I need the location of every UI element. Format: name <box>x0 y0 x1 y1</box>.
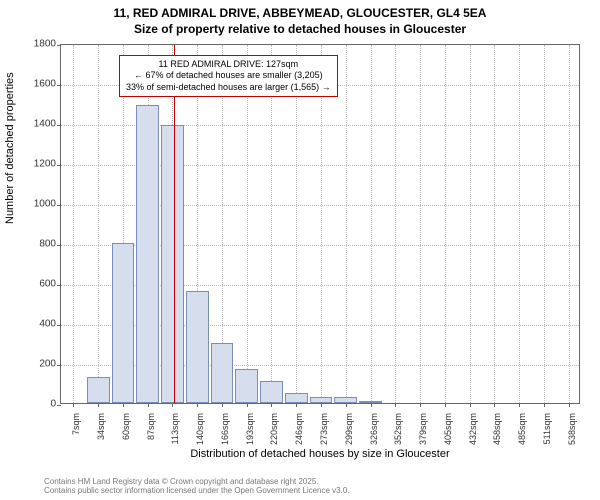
x-tick-label: 193sqm <box>245 413 255 445</box>
gridline-v <box>296 45 297 403</box>
y-tick-label: 400 <box>39 319 56 330</box>
title-line-1: 11, RED ADMIRAL DRIVE, ABBEYMEAD, GLOUCE… <box>0 6 600 22</box>
y-axis-ticks: 020040060080010001200140016001800 <box>0 44 60 404</box>
gridline-v <box>420 45 421 403</box>
x-tick-label: 34sqm <box>96 413 106 440</box>
y-tick-label: 200 <box>39 359 56 370</box>
y-tick-label: 1000 <box>34 199 56 210</box>
x-tick-label: 326sqm <box>369 413 379 445</box>
gridline-v <box>445 45 446 403</box>
attribution-line-2: Contains public sector information licen… <box>44 486 350 496</box>
y-tick-label: 800 <box>39 239 56 250</box>
x-tick-label: 113sqm <box>170 413 180 444</box>
y-tick-label: 1600 <box>34 79 56 90</box>
x-tick-label: 405sqm <box>443 413 453 445</box>
x-tick-label: 511sqm <box>542 413 552 444</box>
histogram-bar <box>235 369 258 403</box>
callout-line-2: ← 67% of detached houses are smaller (3,… <box>126 70 331 81</box>
callout-line-3: 33% of semi-detached houses are larger (… <box>126 82 331 93</box>
gridline-v <box>494 45 495 403</box>
x-tick-label: 458sqm <box>492 413 502 445</box>
x-tick-label: 379sqm <box>418 413 428 445</box>
y-tick-label: 1800 <box>34 39 56 50</box>
x-tick-label: 538sqm <box>567 413 577 445</box>
gridline-v <box>544 45 545 403</box>
gridline-v <box>569 45 570 403</box>
callout-box: 11 RED ADMIRAL DRIVE: 127sqm ← 67% of de… <box>119 55 338 97</box>
x-tick-label: 273sqm <box>319 413 329 445</box>
y-tick-label: 600 <box>39 279 56 290</box>
x-tick-label: 220sqm <box>269 413 279 445</box>
x-tick-label: 299sqm <box>344 413 354 445</box>
gridline-v <box>271 45 272 403</box>
gridline-v <box>470 45 471 403</box>
x-tick-label: 87sqm <box>146 413 156 440</box>
chart-title: 11, RED ADMIRAL DRIVE, ABBEYMEAD, GLOUCE… <box>0 0 600 37</box>
gridline-v <box>247 45 248 403</box>
gridline-v <box>395 45 396 403</box>
gridline-v <box>321 45 322 403</box>
histogram-bar <box>359 401 382 403</box>
x-axis-label: Distribution of detached houses by size … <box>60 448 580 460</box>
histogram-bar <box>87 377 110 403</box>
gridline-v <box>346 45 347 403</box>
plot-area: 11 RED ADMIRAL DRIVE: 127sqm ← 67% of de… <box>60 44 580 404</box>
attribution-line-1: Contains HM Land Registry data © Crown c… <box>44 477 350 487</box>
histogram-bar <box>260 381 283 403</box>
histogram-bar <box>161 125 184 403</box>
histogram-bar <box>211 343 234 403</box>
marker-line <box>174 45 175 403</box>
histogram-bar <box>112 243 135 403</box>
histogram-bar <box>186 291 209 403</box>
gridline-v <box>98 45 99 403</box>
y-tick-label: 1200 <box>34 159 56 170</box>
x-axis-ticks: 7sqm 34sqm 60sqm 87sqm 113sqm 140sqm 166sqm 193… <box>60 404 580 454</box>
histogram-bar <box>334 397 357 403</box>
x-tick-label: 140sqm <box>195 413 205 445</box>
histogram-bar <box>136 105 159 403</box>
title-line-2: Size of property relative to detached ho… <box>0 22 600 38</box>
x-tick-label: 246sqm <box>294 413 304 445</box>
gridline-v <box>371 45 372 403</box>
x-tick-label: 60sqm <box>121 413 131 440</box>
histogram-chart: 11, RED ADMIRAL DRIVE, ABBEYMEAD, GLOUCE… <box>0 0 600 500</box>
x-tick-label: 485sqm <box>517 413 527 445</box>
gridline-v <box>519 45 520 403</box>
x-tick-label: 7sqm <box>71 413 81 435</box>
histogram-bar <box>310 397 333 403</box>
y-tick-label: 0 <box>50 399 56 410</box>
y-tick-label: 1400 <box>34 119 56 130</box>
x-tick-label: 432sqm <box>468 413 478 445</box>
attribution: Contains HM Land Registry data © Crown c… <box>44 477 350 496</box>
gridline-v <box>73 45 74 403</box>
histogram-bar <box>285 393 308 403</box>
callout-line-1: 11 RED ADMIRAL DRIVE: 127sqm <box>126 59 331 70</box>
x-tick-label: 352sqm <box>393 413 403 445</box>
x-tick-label: 166sqm <box>220 413 230 445</box>
